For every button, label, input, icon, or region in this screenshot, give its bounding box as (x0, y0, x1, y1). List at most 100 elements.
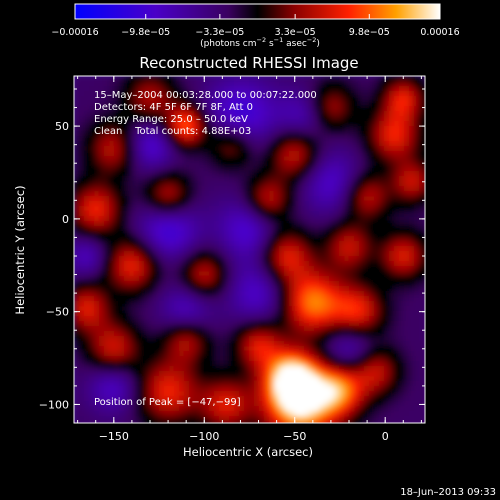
heatmap-cell (369, 221, 375, 227)
heatmap-cell (179, 111, 185, 117)
heatmap-cell (249, 386, 255, 392)
heatmap-cell (84, 86, 90, 92)
heatmap-cell (144, 171, 150, 177)
heatmap-cell (169, 331, 175, 337)
heatmap-cell (149, 116, 155, 122)
heatmap-cell (139, 416, 145, 422)
heatmap-cell (264, 221, 270, 227)
heatmap-cell (194, 161, 200, 167)
heatmap-cell (144, 176, 150, 182)
heatmap-cell (399, 181, 405, 187)
heatmap-cell (259, 341, 265, 347)
heatmap-cell (84, 76, 90, 82)
heatmap-cell (279, 171, 285, 177)
heatmap-cell (144, 336, 150, 342)
heatmap-cell (299, 221, 305, 227)
heatmap-cell (264, 331, 270, 337)
heatmap-cell (389, 166, 395, 172)
heatmap-cell (279, 216, 285, 222)
heatmap-cell (79, 406, 85, 412)
heatmap-cell (234, 226, 240, 232)
heatmap-cell (344, 391, 350, 397)
heatmap-cell (229, 126, 235, 132)
heatmap-cell (234, 131, 240, 137)
heatmap-cell (359, 346, 365, 352)
heatmap-cell (234, 366, 240, 372)
heatmap-cell (104, 341, 110, 347)
heatmap-cell (234, 376, 240, 382)
heatmap-cell (189, 271, 195, 277)
heatmap-cell (339, 76, 345, 82)
heatmap-cell (289, 211, 295, 217)
heatmap-cell (374, 176, 380, 182)
heatmap-cell (239, 171, 245, 177)
heatmap-cell (164, 251, 170, 257)
heatmap-cell (279, 91, 285, 97)
heatmap-cell (319, 201, 325, 207)
heatmap-cell (119, 376, 125, 382)
heatmap-cell (134, 161, 140, 167)
heatmap-cell (409, 161, 415, 167)
heatmap-cell (224, 291, 230, 297)
heatmap-cell (349, 106, 355, 112)
heatmap-cell (279, 286, 285, 292)
heatmap-cell (334, 141, 340, 147)
heatmap-cell (104, 361, 110, 367)
heatmap-cell (284, 396, 290, 402)
heatmap-cell (94, 186, 100, 192)
heatmap-cell (119, 196, 125, 202)
heatmap-cell (74, 406, 80, 412)
heatmap-cell (394, 356, 400, 362)
heatmap-cell (174, 146, 180, 152)
heatmap-cell (139, 86, 145, 92)
heatmap-cell (374, 231, 380, 237)
heatmap-cell (194, 271, 200, 277)
heatmap-cell (384, 256, 390, 262)
heatmap-cell (299, 136, 305, 142)
heatmap-cell (354, 196, 360, 202)
heatmap-cell (129, 186, 135, 192)
heatmap-cell (274, 236, 280, 242)
heatmap-cell (169, 396, 175, 402)
heatmap-cell (319, 111, 325, 117)
heatmap-cell (359, 301, 365, 307)
heatmap-cell (234, 386, 240, 392)
heatmap-cell (144, 301, 150, 307)
heatmap-cell (89, 286, 95, 292)
heatmap-cell (339, 171, 345, 177)
heatmap-cell (219, 166, 225, 172)
heatmap-cell (254, 121, 260, 127)
heatmap-cell (189, 266, 195, 272)
heatmap-cell (159, 366, 165, 372)
heatmap-cell (114, 81, 120, 87)
heatmap-cell (409, 146, 415, 152)
heatmap-cell (274, 86, 280, 92)
heatmap-cell (264, 96, 270, 102)
heatmap-cell (119, 241, 125, 247)
heatmap-cell (284, 131, 290, 137)
heatmap-cell (124, 146, 130, 152)
heatmap-cell (304, 121, 310, 127)
heatmap-cell (94, 226, 100, 232)
heatmap-cell (279, 366, 285, 372)
heatmap-cell (154, 376, 160, 382)
heatmap-cell (264, 271, 270, 277)
heatmap-cell (139, 321, 145, 327)
heatmap-cell (364, 266, 370, 272)
heatmap-cell (179, 101, 185, 107)
heatmap-cell (314, 366, 320, 372)
heatmap-cell (154, 281, 160, 287)
heatmap-cell (99, 336, 105, 342)
heatmap-cell (184, 391, 190, 397)
heatmap-cell (344, 136, 350, 142)
heatmap-cell (94, 351, 100, 357)
heatmap-cell (409, 391, 415, 397)
heatmap-cell (164, 286, 170, 292)
heatmap-cell (279, 76, 285, 82)
heatmap-cell (329, 156, 335, 162)
heatmap-cell (79, 166, 85, 172)
heatmap-cell (154, 251, 160, 257)
heatmap-cell (274, 116, 280, 122)
heatmap-cell (79, 131, 85, 137)
heatmap-cell (379, 291, 385, 297)
